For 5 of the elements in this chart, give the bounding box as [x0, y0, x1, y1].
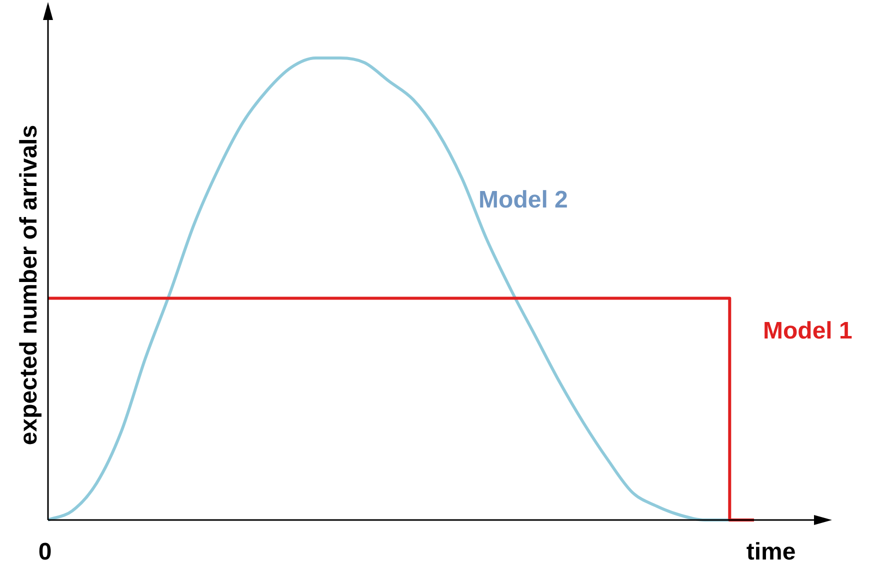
series-label: Model 1 — [763, 318, 852, 345]
series-label: Model 2 — [478, 186, 568, 214]
x-axis-title: time — [746, 538, 796, 566]
y-axis-title: expected number of arrivals — [16, 124, 43, 446]
text: 0 — [38, 538, 52, 566]
